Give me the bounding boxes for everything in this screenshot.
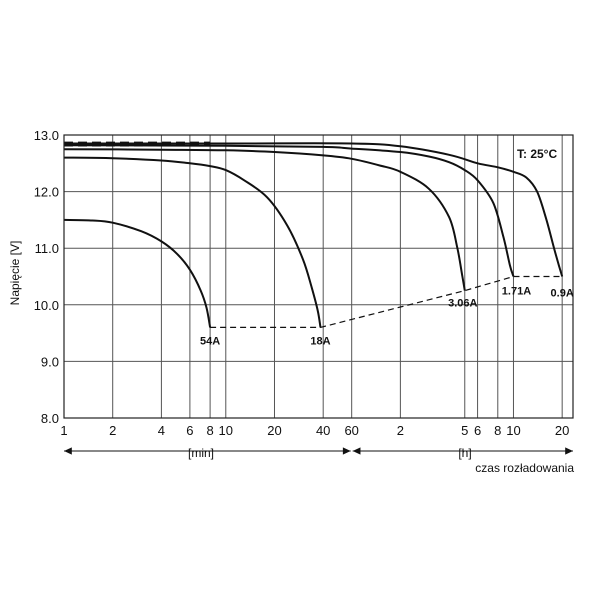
x-tick-label: 2 <box>109 423 116 438</box>
dashed-series-line <box>210 275 563 328</box>
arrow-head <box>352 447 361 455</box>
x-tick-label: 4 <box>158 423 165 438</box>
plot-frame <box>63 134 574 419</box>
series-line-3-06A <box>63 148 466 291</box>
temperature-note: T: 25°C <box>517 147 557 161</box>
arrow-head <box>342 447 351 455</box>
x-tick-label: 40 <box>316 423 330 438</box>
y-axis-label: Napięcie [V] <box>8 241 22 306</box>
series-line-0-9A <box>64 142 564 277</box>
labels: 1 2 4 6 8 10 20 40 60 2 5 6 8 10 2013.012.011.010.09.0… <box>34 128 574 438</box>
x-tick-label: 10 <box>219 423 233 438</box>
arrow-head <box>565 447 573 455</box>
y-tick-label: 12.0 <box>34 185 59 200</box>
series-label: 1.71A <box>502 286 531 298</box>
x-axis-label: czas rozładowania <box>475 461 574 475</box>
x-tick-label: 2 <box>397 423 404 438</box>
arrow-head <box>64 447 72 455</box>
x-tick-label: 20 <box>555 423 569 438</box>
y-tick-label: 10.0 <box>34 298 59 313</box>
y-tick-label: 11.0 <box>35 241 59 256</box>
x-tick-label: 6 <box>186 423 193 438</box>
curves <box>63 141 564 328</box>
series-label: 54A <box>200 335 220 347</box>
series-label: 3.06A <box>448 298 477 310</box>
x-tick-label: 10 <box>506 423 520 438</box>
series-label: 18A <box>310 335 330 347</box>
series-line-18A <box>63 156 322 328</box>
series-label: 0.9A <box>551 288 574 300</box>
x-tick-label: 8 <box>494 423 501 438</box>
x-tick-label: 60 <box>344 423 358 438</box>
axes <box>63 134 574 455</box>
x-segment-label-min: [min] <box>188 446 214 460</box>
y-tick-label: 13.0 <box>34 128 59 143</box>
x-tick-label: 20 <box>267 423 281 438</box>
series-line-54A <box>63 218 212 328</box>
y-tick-label: 8.0 <box>41 411 59 426</box>
x-tick-label: 6 <box>474 423 481 438</box>
y-tick-label: 9.0 <box>41 354 59 369</box>
grid <box>63 134 573 419</box>
series-line-1-71A <box>63 144 515 277</box>
x-tick-label: 1 <box>60 423 67 438</box>
x-tick-label: 5 <box>461 423 468 438</box>
x-tick-label: 8 <box>206 423 213 438</box>
x-segment-label-h: [h] <box>458 446 471 460</box>
